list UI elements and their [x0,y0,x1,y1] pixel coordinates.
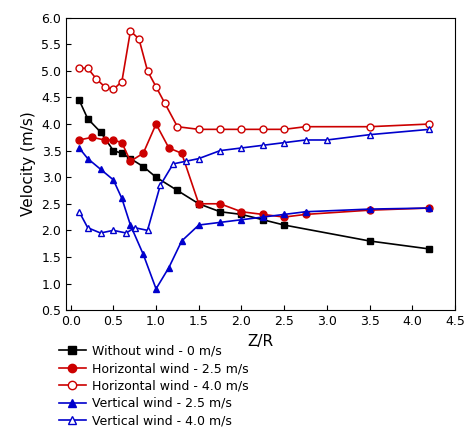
Legend: Without wind - 0 m/s, Horizontal wind - 2.5 m/s, Horizontal wind - 4.0 m/s, Vert: Without wind - 0 m/s, Horizontal wind - … [54,340,254,432]
X-axis label: Z/R: Z/R [247,334,274,349]
Y-axis label: Velocity (m/s): Velocity (m/s) [21,112,36,216]
